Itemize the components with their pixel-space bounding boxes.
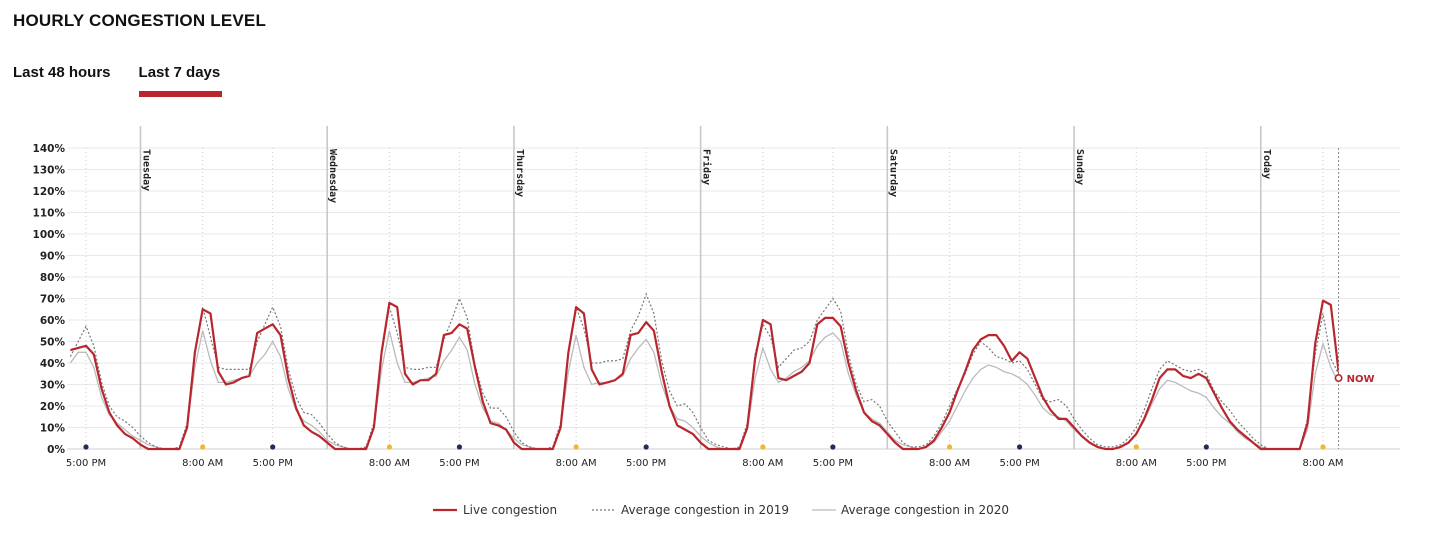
y-tick-label: 30% <box>40 380 66 392</box>
morning-marker <box>1133 444 1139 450</box>
x-tick-label: 5:00 PM <box>439 458 479 469</box>
y-tick-label: 20% <box>40 401 66 413</box>
y-axis: 0% 10% 20% 30% 40% 50% 60% 70% 80% 90% 100% 110% 120… <box>33 143 66 456</box>
x-tick-label: 8:00 AM <box>1302 458 1343 469</box>
evening-marker <box>1203 444 1209 450</box>
x-tick-label: 8:00 AM <box>369 458 410 469</box>
legend-average-2020: Average congestion in 2020 <box>841 503 1009 517</box>
morning-marker <box>386 444 393 450</box>
x-tick-label: 8:00 AM <box>742 458 783 469</box>
evening-marker <box>456 444 463 450</box>
series-line-average-congestion-in-2019 <box>69 292 1339 450</box>
y-tick-label: 60% <box>40 315 66 327</box>
tab-last-48-hours[interactable]: Last 48 hours <box>13 64 111 81</box>
evening-marker <box>270 444 276 450</box>
series-line-average-congestion-in-2020 <box>69 330 1339 450</box>
x-tick-label: 5:00 PM <box>999 458 1039 469</box>
now-label: NOW <box>1347 374 1375 385</box>
day-label: Wednesday <box>327 149 338 203</box>
y-tick-label: 90% <box>40 251 66 263</box>
morning-marker <box>760 444 766 450</box>
y-tick-label: 40% <box>40 358 66 370</box>
morning-marker <box>946 444 953 450</box>
series-line-live-congestion <box>70 299 1339 451</box>
day-label: Friday <box>701 149 713 185</box>
y-tick-label: 100% <box>33 229 66 241</box>
day-label: Thursday <box>514 149 525 197</box>
x-tick-label: 8:00 AM <box>182 458 223 469</box>
x-tick-label: 8:00 AM <box>1116 458 1157 469</box>
y-tick-label: 0% <box>47 444 65 456</box>
morning-marker <box>573 444 579 450</box>
now-point <box>1334 374 1343 383</box>
time-range-tabs: Last 48 hours Last 7 days <box>13 64 222 97</box>
x-tick-label: 5:00 PM <box>253 458 293 469</box>
now-marker: NOW <box>1334 374 1375 385</box>
day-label: Saturday <box>887 149 898 197</box>
day-separators: Tuesday Wednesday Thursday Friday Saturday Su… <box>139 126 1272 449</box>
evening-marker <box>830 444 836 450</box>
day-label: Today <box>1261 149 1272 179</box>
y-tick-label: 50% <box>40 337 66 349</box>
y-tick-label: 120% <box>33 186 66 198</box>
tab-last-7-days[interactable]: Last 7 days <box>138 64 222 97</box>
x-tick-label: 5:00 PM <box>66 458 106 469</box>
page-title: HOURLY CONGESTION LEVEL <box>13 11 267 30</box>
y-tick-label: 130% <box>33 165 66 177</box>
y-tick-label: 70% <box>40 294 66 306</box>
evening-marker <box>83 444 89 450</box>
x-tick-label: 5:00 PM <box>626 458 666 469</box>
x-tick-label: 8:00 AM <box>929 458 970 469</box>
x-tick-label: 5:00 PM <box>1186 458 1226 469</box>
legend-live-congestion: Live congestion <box>463 503 557 517</box>
y-tick-label: 140% <box>33 143 66 155</box>
morning-marker <box>1320 444 1326 450</box>
day-label: Sunday <box>1074 149 1085 185</box>
chart-legend: Live congestion Average congestion in 201… <box>433 503 1009 517</box>
x-tick-label: 5:00 PM <box>813 458 853 469</box>
y-tick-label: 10% <box>40 423 66 435</box>
evening-marker <box>643 444 649 450</box>
legend-average-2019: Average congestion in 2019 <box>621 503 789 517</box>
series-lines <box>69 292 1339 451</box>
y-tick-label: 110% <box>33 208 66 220</box>
day-label: Tuesday <box>140 149 151 191</box>
x-tick-label: 8:00 AM <box>556 458 597 469</box>
y-tick-label: 80% <box>40 272 66 284</box>
morning-marker <box>200 444 206 450</box>
chart-grid <box>67 147 1400 450</box>
evening-marker <box>1017 444 1023 450</box>
x-axis: 5:00 PM 8:00 AM 5:00 PM 8:00 AM 5:00 PM 8:00 … <box>66 444 1344 469</box>
